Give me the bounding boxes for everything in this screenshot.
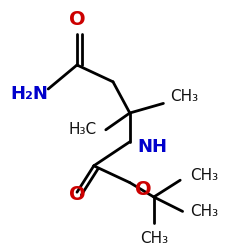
Text: H₃C: H₃C [68,122,96,137]
Text: CH₃: CH₃ [190,204,218,219]
Text: CH₃: CH₃ [190,168,218,183]
Text: H₂N: H₂N [10,85,48,103]
Text: O: O [69,185,85,204]
Text: CH₃: CH₃ [170,89,199,104]
Text: O: O [69,10,85,29]
Text: NH: NH [137,138,167,156]
Text: CH₃: CH₃ [140,230,168,246]
Text: O: O [134,180,151,199]
